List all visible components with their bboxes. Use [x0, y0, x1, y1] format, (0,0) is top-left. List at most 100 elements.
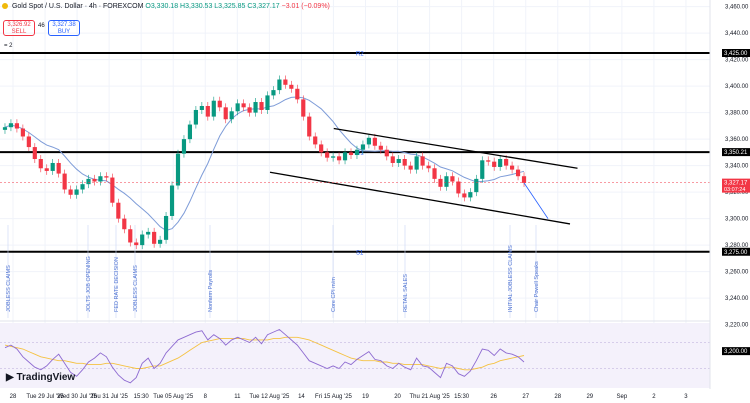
price-tick-label: 3,360.00: [725, 137, 749, 143]
candle-body: [271, 90, 276, 96]
candle-body: [474, 178, 479, 193]
time-tick-label: Tue 29 Jul '25: [26, 394, 64, 400]
candle-body: [169, 185, 175, 216]
candle-body: [80, 184, 85, 190]
candle-body: [426, 165, 431, 169]
price-tag-bg: [722, 148, 750, 157]
tv-logo-icon: ▶: [6, 372, 14, 383]
projection-arrow: [523, 182, 549, 219]
candle-body: [289, 84, 294, 89]
candle-body: [187, 124, 193, 140]
candle-body: [295, 88, 300, 100]
price-tag-label: 3,275.00: [724, 250, 748, 256]
candle-body: [175, 153, 181, 186]
price-tag-bg: [722, 247, 750, 256]
candle-body: [104, 176, 109, 178]
time-tick-label: 15:30: [134, 394, 150, 400]
candle-body: [396, 159, 401, 163]
candle-body: [331, 156, 336, 158]
candle-body: [235, 103, 240, 112]
trend-channel: [269, 127, 578, 225]
candle-body: [444, 176, 449, 187]
ohlc-values: O3,330.18 H3,330.53 L3,325.85 C3,327.17: [145, 3, 280, 10]
candle-body: [217, 100, 222, 108]
candle-body: [360, 144, 366, 150]
candle-body: [354, 149, 360, 156]
time-tick-label: 15:30: [454, 394, 470, 400]
time-tick-label: 26: [490, 394, 497, 400]
rsi-background: [0, 323, 710, 388]
time-tick-label: Thu 21 Aug '25: [409, 394, 450, 400]
candle-body: [498, 159, 503, 167]
candle-body: [402, 159, 407, 166]
candle-body: [86, 178, 91, 185]
candle-body: [193, 109, 198, 125]
candle-body: [128, 229, 133, 243]
spread-value: 46: [38, 23, 45, 29]
sell-button[interactable]: 3,326.92 SELL: [3, 20, 35, 36]
price-tick-label: 3,280.00: [725, 243, 749, 249]
candle-body: [366, 137, 371, 145]
candle-body: [462, 193, 467, 198]
channel-line-lower: [269, 171, 571, 225]
candle-body: [408, 165, 413, 170]
candle-body: [98, 176, 103, 182]
candle-body: [32, 147, 37, 159]
candle-body: [199, 106, 204, 110]
price-tag-label: 3,350.21: [724, 150, 748, 156]
time-tick-label: 29: [586, 394, 593, 400]
price-tick-label: 3,220.00: [725, 323, 749, 329]
sell-label: SELL: [11, 29, 27, 35]
candle-body: [146, 231, 151, 235]
indicator-toggle[interactable]: = 2: [4, 43, 13, 49]
candle-body: [20, 128, 25, 137]
price-tick-label: 3,420.00: [725, 58, 749, 64]
candle-body: [2, 127, 8, 130]
candle-body: [229, 111, 234, 120]
price-tick-label: 3,440.00: [725, 31, 749, 37]
candle-body: [456, 181, 461, 194]
buy-label: BUY: [57, 29, 71, 35]
candle-body: [348, 152, 354, 156]
price-tick-label: 3,240.00: [725, 296, 749, 302]
event-label: Core CPI m/m: [331, 277, 337, 312]
candle-body: [301, 99, 306, 117]
candle-body: [26, 136, 31, 148]
time-tick-label: Tue 05 Aug '25: [153, 394, 194, 400]
price-tag-bg: [722, 347, 750, 356]
candle-body: [307, 116, 312, 137]
price-axis-bg: [710, 0, 750, 403]
price-tick-label: 3,400.00: [725, 84, 749, 90]
candle-body: [283, 79, 288, 85]
candle-body: [515, 169, 521, 177]
event-label: FED RATE DECISION: [114, 257, 120, 312]
candle-body: [319, 144, 324, 153]
candle-body: [14, 123, 20, 129]
gold-symbol-icon: [2, 3, 8, 10]
price-tick-label: 3,340.00: [725, 164, 749, 170]
candle-body: [492, 161, 497, 167]
candle-body: [211, 100, 216, 117]
candle-body: [68, 189, 73, 195]
tradingview-logo: ▶ TradingView: [6, 372, 75, 383]
rsi-pane: 60.0040.00: [0, 320, 741, 388]
event-label: RETAIL SALES: [403, 274, 409, 312]
buy-button[interactable]: 3,327.38 BUY: [48, 20, 80, 36]
time-tick-label: 19: [362, 394, 369, 400]
price-tick-label: 3,300.00: [725, 217, 749, 223]
price-tick-label: 3,260.00: [725, 270, 749, 276]
time-tick-label: 20: [394, 394, 401, 400]
candle-body: [342, 152, 348, 161]
candle-body: [134, 242, 139, 246]
time-tick-label: 27: [522, 394, 529, 400]
price-tag-label: 3,425.00: [724, 51, 748, 57]
rsi-line: [4, 328, 525, 384]
symbol-title[interactable]: Gold Spot / U.S. Dollar · 4h · FOREXCOM: [11, 3, 144, 10]
buy-price: 3,327.38: [52, 22, 76, 28]
candle-body: [241, 103, 246, 108]
candle-body: [253, 102, 258, 113]
candle-body: [450, 176, 455, 182]
